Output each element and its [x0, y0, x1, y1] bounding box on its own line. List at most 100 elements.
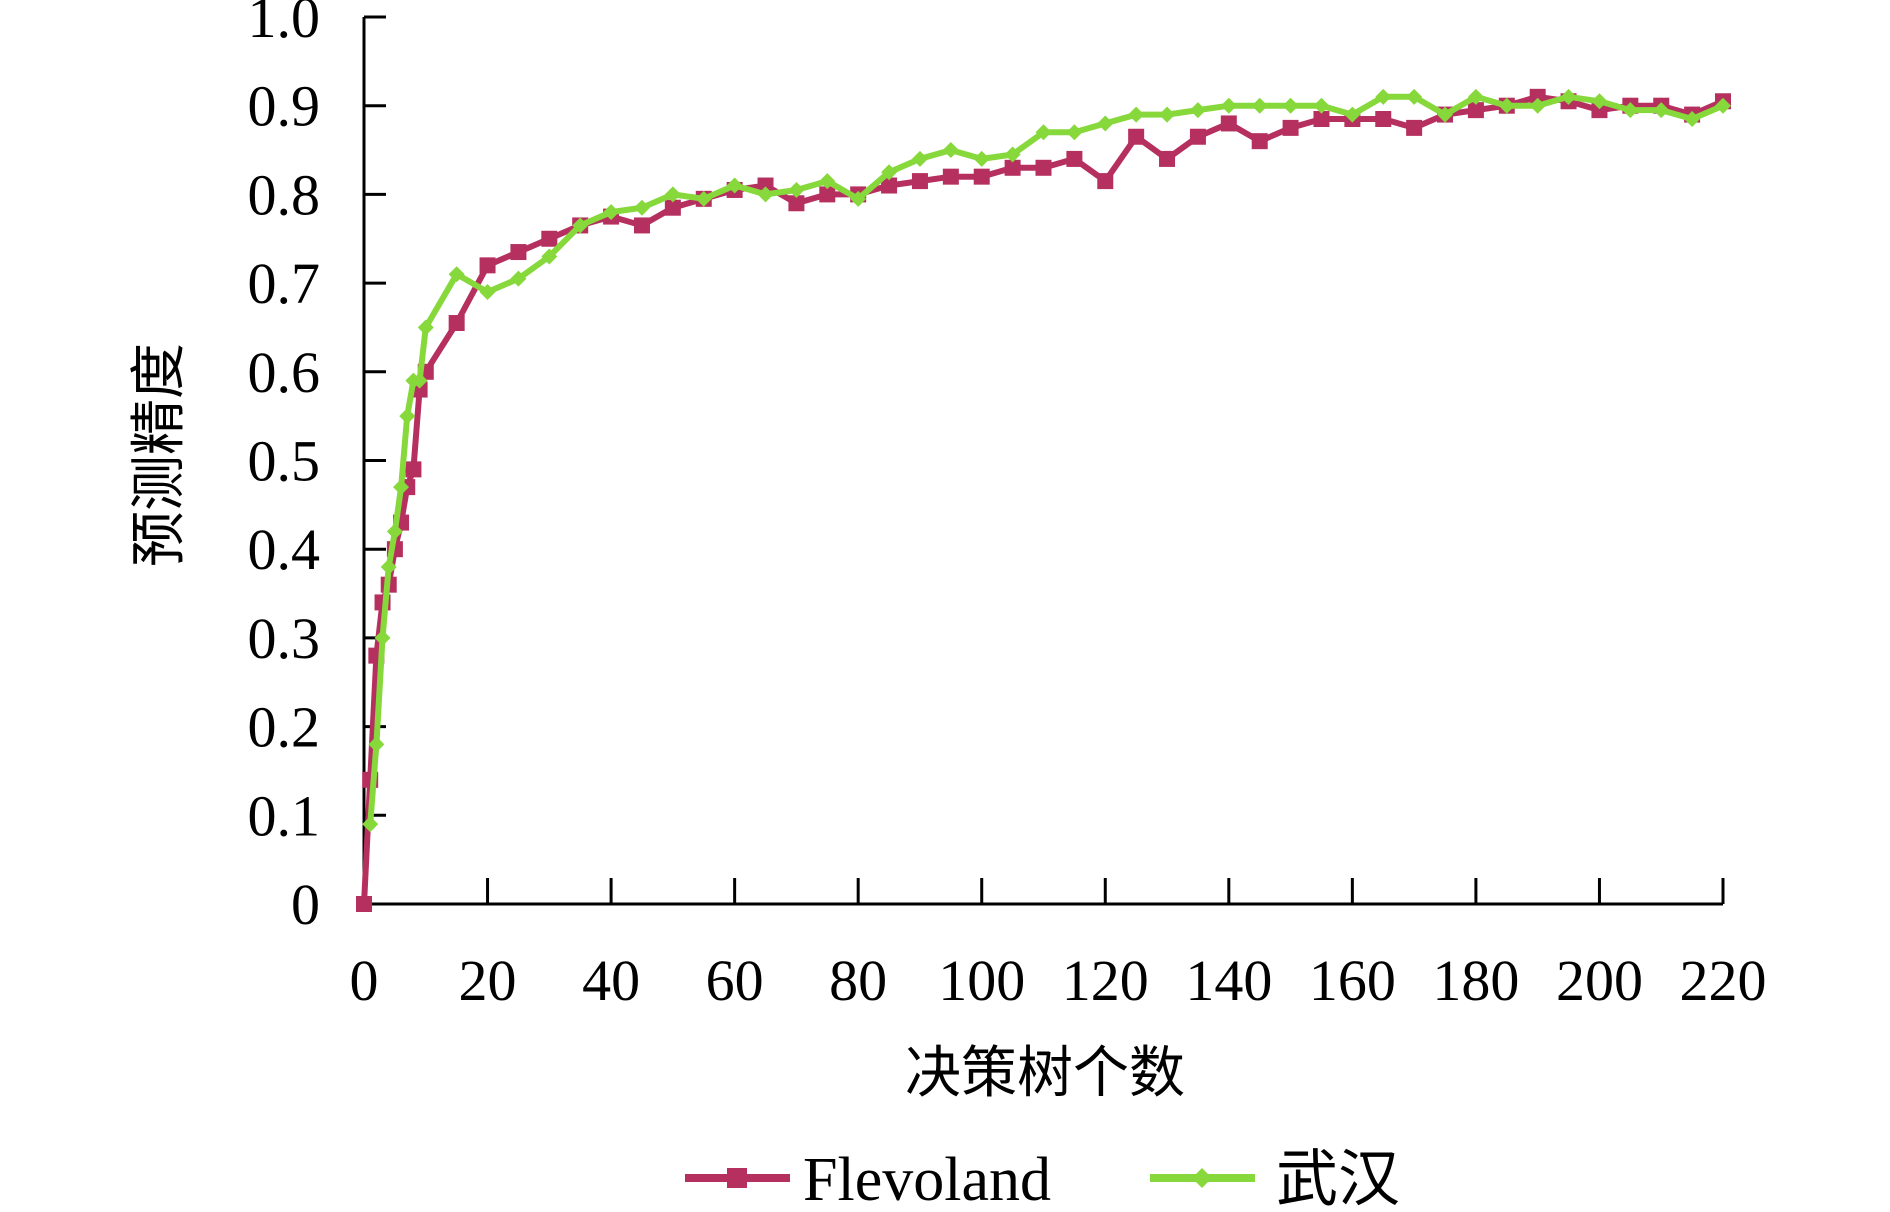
data-point	[393, 479, 410, 496]
data-point	[380, 558, 397, 575]
y-tick-label: 0.4	[248, 517, 321, 582]
data-point	[362, 816, 379, 833]
data-point	[1189, 128, 1206, 145]
data-point	[1004, 159, 1021, 176]
data-point	[603, 204, 620, 221]
data-point	[1591, 93, 1608, 110]
data-point	[411, 372, 428, 389]
data-point	[1467, 88, 1484, 105]
y-tick-label: 0	[291, 872, 320, 937]
data-point	[1529, 88, 1546, 105]
x-tick-label: 80	[829, 948, 887, 1013]
data-point	[819, 173, 836, 190]
data-point	[726, 177, 743, 194]
data-point	[1406, 119, 1423, 136]
data-point	[541, 248, 558, 265]
series-line-wuhan	[367, 93, 1725, 825]
data-point	[664, 199, 681, 216]
data-point	[386, 523, 403, 540]
data-point	[368, 736, 385, 753]
data-point	[510, 244, 527, 261]
data-point	[448, 266, 465, 283]
legend-label-wuhan: 武汉	[1276, 1146, 1400, 1212]
data-point	[973, 150, 990, 167]
series-flevoland	[356, 88, 1731, 912]
x-tick-label: 160	[1309, 948, 1396, 1013]
plot-area: 0 0.1 0.2 0.3 0.4 0.5 0.6 0.7 0.8 0.9 1.0 0 20 40 60 8…	[248, 0, 1767, 1013]
data-point	[417, 319, 434, 336]
y-tick-label: 1.0	[248, 0, 321, 50]
data-point	[1375, 111, 1392, 128]
data-point	[1344, 106, 1361, 123]
data-point	[1066, 150, 1083, 167]
data-point	[399, 408, 416, 425]
data-point	[1437, 106, 1454, 123]
data-point	[510, 270, 527, 287]
data-point	[374, 629, 391, 646]
data-point	[1313, 111, 1330, 128]
y-tick-label: 0.1	[248, 783, 321, 848]
data-point	[881, 177, 898, 194]
data-point	[1313, 97, 1330, 114]
x-tick-label: 220	[1680, 948, 1767, 1013]
data-point	[1189, 102, 1206, 119]
data-point	[1591, 102, 1608, 119]
data-point	[1251, 97, 1268, 114]
series-layer	[356, 88, 1731, 912]
data-point	[1097, 173, 1114, 190]
y-axis-title: 预测精度	[127, 343, 192, 567]
x-tick-label: 140	[1185, 948, 1272, 1013]
data-point	[1529, 97, 1546, 114]
data-point	[479, 283, 496, 300]
x-tick-label: 100	[938, 948, 1025, 1013]
data-point	[911, 173, 928, 190]
x-tick-label: 120	[1062, 948, 1149, 1013]
series-wuhan	[362, 88, 1731, 833]
data-point	[1715, 97, 1731, 114]
data-point	[942, 142, 959, 159]
data-point	[695, 190, 712, 207]
y-tick-label: 0.3	[248, 606, 321, 671]
data-point	[1467, 102, 1484, 119]
data-point	[819, 186, 836, 203]
x-tick-label: 20	[459, 948, 517, 1013]
data-point	[788, 181, 805, 198]
data-point	[1128, 106, 1145, 123]
data-point	[850, 190, 867, 207]
data-point	[1622, 102, 1639, 119]
data-point	[1498, 97, 1515, 114]
data-point	[1066, 124, 1083, 141]
series-line-flevoland	[361, 93, 1725, 905]
data-point	[1159, 106, 1176, 123]
x-tick-label: 40	[582, 948, 640, 1013]
legend-item-wuhan: 武汉	[1150, 1146, 1400, 1212]
data-point	[942, 168, 959, 185]
data-point	[1159, 150, 1176, 167]
y-tick-label: 0.2	[248, 695, 321, 760]
data-point	[633, 217, 650, 234]
x-tick-label: 200	[1556, 948, 1643, 1013]
y-tick-label: 0.7	[248, 251, 321, 316]
legend: Flevoland 武汉	[685, 1146, 1400, 1212]
data-point	[1035, 159, 1052, 176]
y-tick-label: 0.8	[248, 162, 321, 227]
data-point	[1035, 124, 1052, 141]
y-axis-ticks: 0 0.1 0.2 0.3 0.4 0.5 0.6 0.7 0.8 0.9 1.0	[248, 0, 386, 937]
data-point	[572, 217, 589, 234]
data-point	[881, 164, 898, 181]
data-point	[1282, 119, 1299, 136]
legend-item-flevoland: Flevoland	[685, 1146, 1051, 1212]
x-tick-label: 180	[1432, 948, 1519, 1013]
data-point	[405, 461, 422, 478]
data-point	[633, 199, 650, 216]
data-point	[448, 315, 465, 332]
x-axis-ticks: 0 20 40 60 80 100 120 140 160 180 200 220	[350, 878, 1767, 1013]
data-point	[757, 177, 774, 194]
data-point	[664, 186, 681, 203]
legend-label-flevoland: Flevoland	[803, 1146, 1051, 1212]
data-point	[1128, 128, 1145, 145]
data-point	[1282, 97, 1299, 114]
data-point	[1251, 133, 1268, 150]
data-point	[1684, 111, 1701, 128]
